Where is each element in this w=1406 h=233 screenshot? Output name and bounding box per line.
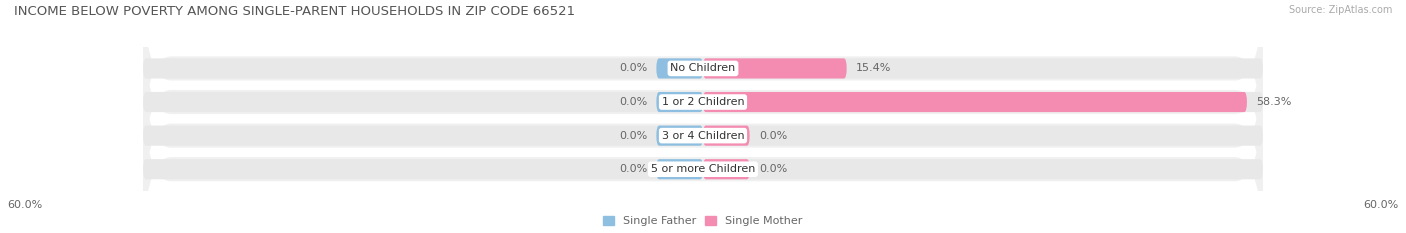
- Text: 60.0%: 60.0%: [7, 200, 42, 210]
- Text: 3 or 4 Children: 3 or 4 Children: [662, 131, 744, 141]
- Text: 1 or 2 Children: 1 or 2 Children: [662, 97, 744, 107]
- Text: 0.0%: 0.0%: [619, 164, 647, 174]
- Text: 5 or more Children: 5 or more Children: [651, 164, 755, 174]
- FancyBboxPatch shape: [143, 92, 1263, 112]
- FancyBboxPatch shape: [143, 159, 1263, 179]
- Text: 0.0%: 0.0%: [619, 97, 647, 107]
- FancyBboxPatch shape: [657, 92, 703, 112]
- FancyBboxPatch shape: [143, 81, 1263, 233]
- Text: 0.0%: 0.0%: [619, 63, 647, 73]
- FancyBboxPatch shape: [143, 0, 1263, 157]
- Legend: Single Father, Single Mother: Single Father, Single Mother: [603, 216, 803, 226]
- FancyBboxPatch shape: [143, 47, 1263, 224]
- FancyBboxPatch shape: [143, 126, 1263, 146]
- Text: 60.0%: 60.0%: [1364, 200, 1399, 210]
- Text: 0.0%: 0.0%: [759, 164, 787, 174]
- FancyBboxPatch shape: [143, 58, 1263, 79]
- Text: 58.3%: 58.3%: [1257, 97, 1292, 107]
- FancyBboxPatch shape: [703, 92, 1247, 112]
- FancyBboxPatch shape: [703, 126, 749, 146]
- Text: No Children: No Children: [671, 63, 735, 73]
- Text: 15.4%: 15.4%: [856, 63, 891, 73]
- FancyBboxPatch shape: [657, 159, 703, 179]
- FancyBboxPatch shape: [657, 126, 703, 146]
- FancyBboxPatch shape: [703, 159, 749, 179]
- FancyBboxPatch shape: [657, 58, 703, 79]
- Text: 0.0%: 0.0%: [619, 131, 647, 141]
- Text: 0.0%: 0.0%: [759, 131, 787, 141]
- FancyBboxPatch shape: [703, 58, 846, 79]
- Text: Source: ZipAtlas.com: Source: ZipAtlas.com: [1288, 5, 1392, 15]
- FancyBboxPatch shape: [143, 13, 1263, 191]
- Text: INCOME BELOW POVERTY AMONG SINGLE-PARENT HOUSEHOLDS IN ZIP CODE 66521: INCOME BELOW POVERTY AMONG SINGLE-PARENT…: [14, 5, 575, 18]
